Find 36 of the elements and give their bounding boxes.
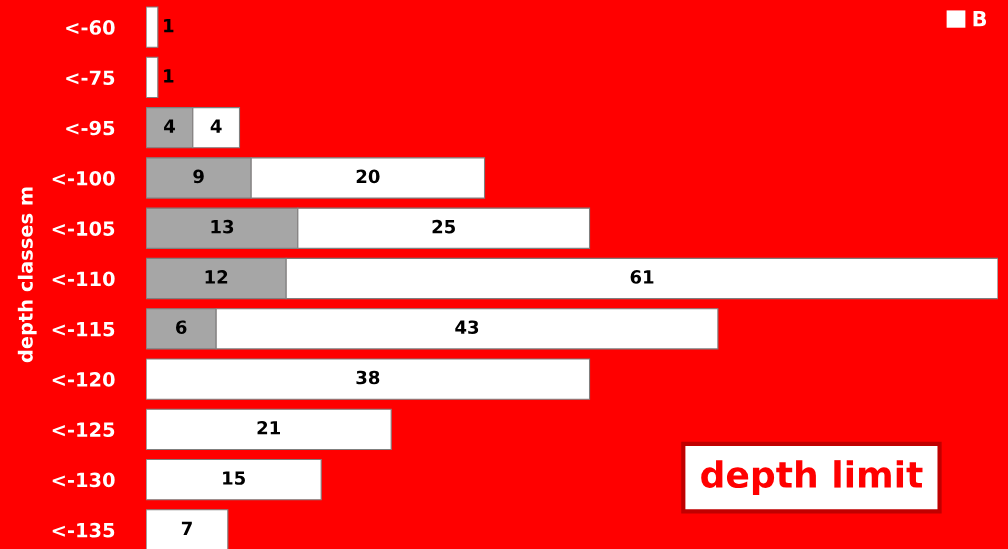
bar <box>146 509 229 549</box>
bar <box>146 56 159 99</box>
data-label: 6 <box>176 320 187 335</box>
y-tick-label: <-120 <box>52 372 115 387</box>
data-label: 21 <box>257 420 280 435</box>
data-label: 1 <box>164 69 174 83</box>
data-label: 4 <box>164 119 175 133</box>
bar <box>146 408 392 451</box>
data-label: 4 <box>210 119 222 133</box>
y-tick-label: <-75 <box>66 70 115 86</box>
y-tick-label: <-135 <box>52 522 115 538</box>
y-tick-label: <-115 <box>52 322 115 337</box>
legend-label: B <box>973 11 987 27</box>
y-tick-label: <-125 <box>52 422 115 438</box>
data-label: 20 <box>356 169 380 184</box>
bar <box>146 6 159 48</box>
data-label: 7 <box>181 521 192 535</box>
data-label: 1 <box>164 18 174 33</box>
data-label: 25 <box>432 219 455 234</box>
data-label: 9 <box>193 169 204 184</box>
y-tick-label: <-60 <box>66 20 115 35</box>
bar <box>146 458 322 501</box>
data-label: 15 <box>223 471 245 485</box>
y-tick-label: <-95 <box>66 120 115 136</box>
y-tick-label: <-100 <box>52 170 115 186</box>
bar <box>146 358 591 400</box>
data-label: 13 <box>211 219 234 234</box>
y-tick-label: <-105 <box>52 221 115 236</box>
data-label: 43 <box>455 320 479 335</box>
y-tick-label: <-130 <box>52 472 115 488</box>
data-label: 12 <box>205 270 228 284</box>
y-axis-title: depth classes m <box>17 187 37 363</box>
y-tick-label: <-110 <box>52 271 115 287</box>
data-label: 38 <box>356 370 380 385</box>
annotation: depth limit <box>701 460 923 496</box>
data-label: 61 <box>630 270 654 284</box>
